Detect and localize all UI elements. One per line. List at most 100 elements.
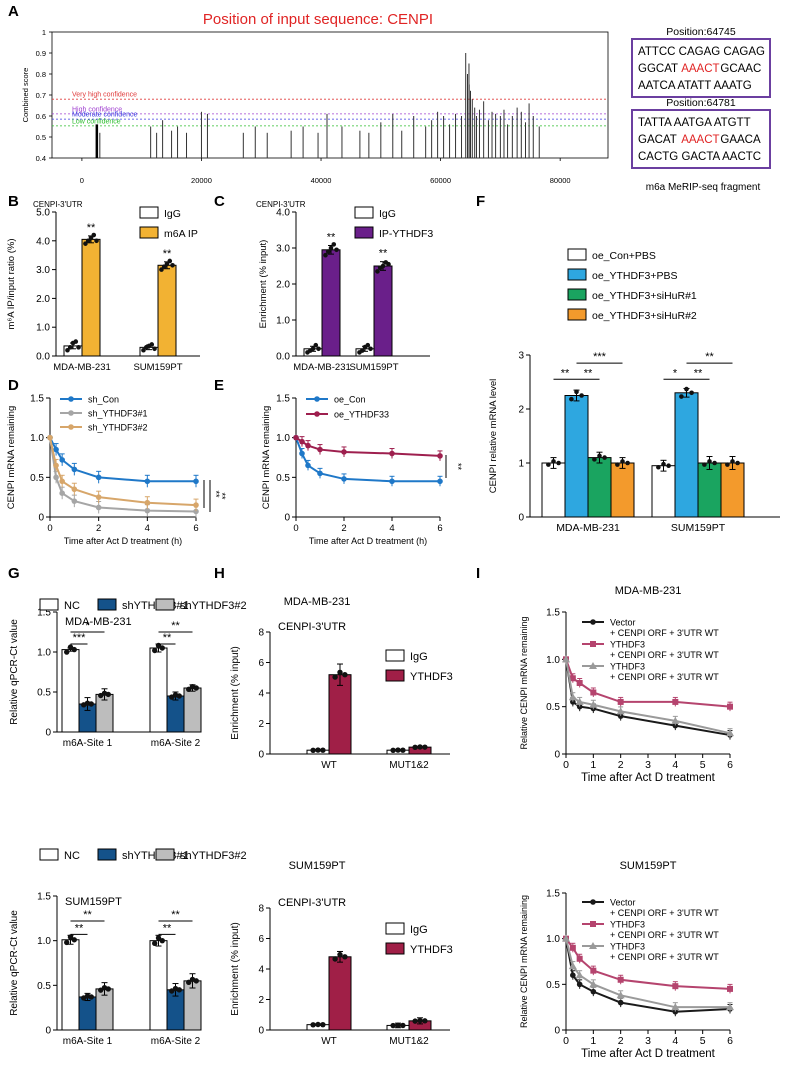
- sequence-text: GAACA: [717, 134, 761, 146]
- legend-marker: [590, 899, 596, 905]
- legend-marker: [314, 396, 320, 402]
- x-tick-label: 6: [437, 523, 442, 534]
- sequence-text: GCAAC: [717, 63, 761, 75]
- data-point: [53, 474, 59, 481]
- significance-marker: **: [163, 922, 172, 934]
- panel-label-F: F: [476, 193, 485, 210]
- data-point: [570, 972, 576, 978]
- panel-label-G: G: [8, 565, 20, 582]
- x-tick-label: 4: [672, 759, 678, 771]
- y-tick-label: 1.5: [276, 394, 290, 405]
- significance-marker: **: [171, 909, 180, 921]
- legend-label: oe_YTHDF3+siHuR#2: [592, 310, 697, 322]
- y-tick-label: 0: [284, 513, 290, 524]
- significance-marker: *: [85, 620, 90, 632]
- legend-marker: [590, 921, 596, 927]
- data-point: [735, 460, 740, 466]
- data-point: [437, 453, 443, 459]
- data-point: [590, 689, 597, 696]
- x-category-label: WT: [321, 760, 337, 771]
- panel-label-A: A: [8, 3, 19, 20]
- panel-label-D: D: [8, 377, 19, 394]
- data-point: [144, 507, 151, 514]
- y-tick-label: 0: [518, 513, 524, 524]
- bar: [149, 940, 168, 1031]
- y-tick-label: 1.5: [546, 889, 560, 900]
- data-point: [422, 744, 428, 750]
- data-point: [576, 703, 583, 710]
- data-point: [95, 504, 102, 511]
- y-tick-label: 1.0: [37, 648, 51, 659]
- data-point: [91, 232, 97, 238]
- data-point: [417, 744, 423, 750]
- y-tick-label: 5.0: [36, 208, 50, 219]
- data-point: [437, 478, 443, 485]
- legend-label: shYTHDF3#2: [180, 600, 247, 612]
- threshold-label: Very high confidence: [72, 92, 137, 99]
- data-point: [152, 346, 157, 352]
- legend-swatch: [39, 848, 59, 861]
- significance-marker: **: [83, 909, 92, 921]
- y-tick-label: 0.0: [36, 352, 50, 363]
- legend-label: NC: [64, 850, 80, 862]
- data-point: [679, 394, 684, 399]
- data-point: [726, 729, 734, 737]
- data-point: [726, 1003, 734, 1011]
- bar: [61, 939, 80, 1031]
- bar: [328, 956, 352, 1031]
- fragment-border: [631, 38, 771, 98]
- chart-title: SUM159PT: [289, 860, 346, 872]
- x-tick-label: 6: [727, 759, 733, 771]
- bar: [166, 695, 185, 733]
- data-point: [337, 669, 343, 676]
- data-point: [590, 967, 597, 974]
- data-point: [305, 442, 311, 449]
- data-point: [315, 1021, 321, 1028]
- fragment-box: Position:64745 ATTCC CAGAG CAGAG GGCAT AAA…: [631, 26, 771, 98]
- y-tick-label: 4: [258, 689, 264, 700]
- data-point: [71, 466, 78, 473]
- data-point: [47, 434, 53, 441]
- x-axis-title: Time after Act D treatment: [581, 1048, 716, 1060]
- data-point: [193, 502, 199, 508]
- series-line: [565, 659, 731, 735]
- y-tick-label: 0: [38, 513, 44, 524]
- data-point: [149, 342, 155, 347]
- bar: [157, 264, 177, 357]
- legend-label: YTHDF3: [610, 920, 645, 930]
- x-tick-label: 20000: [191, 176, 212, 185]
- legend-label: NC: [64, 600, 80, 612]
- legend-label: shYTHDF3#1: [122, 600, 189, 612]
- data-point: [684, 386, 689, 392]
- bar: [697, 462, 722, 518]
- data-point: [76, 345, 81, 350]
- data-point: [193, 978, 199, 984]
- y-axis-title: Relative CENPI mRNA remaining: [519, 895, 529, 1028]
- bar: [78, 996, 97, 1031]
- panel-label-C: C: [214, 193, 225, 210]
- legend-label: IgG: [410, 924, 428, 936]
- y-tick-label: 1.0: [276, 316, 290, 327]
- significance-marker: **: [327, 231, 336, 243]
- data-point: [672, 983, 679, 990]
- x-category-label: MDA-MB-231: [53, 362, 111, 373]
- data-point: [562, 655, 570, 663]
- bar: [321, 249, 341, 357]
- bar: [373, 265, 393, 357]
- data-point: [671, 1003, 680, 1011]
- x-tick-label: 0: [293, 523, 298, 534]
- x-tick-label: 1: [590, 1035, 596, 1047]
- y-tick-label: 1.0: [276, 433, 290, 444]
- fragment-position: Position:64781: [666, 97, 736, 109]
- data-point: [323, 252, 328, 258]
- line-chart-D: 0 0.5 1.0 1.5 0 2 4 6 CENPI mRNA remaining Time a…: [6, 394, 227, 547]
- legend-marker: [589, 662, 597, 669]
- y-tick-label: 0: [258, 750, 264, 761]
- x-tick-label: 4: [145, 523, 150, 534]
- data-point: [317, 446, 323, 453]
- panel-label-H: H: [214, 565, 225, 582]
- sequence-text: CACTG GACTA AACTC: [638, 151, 761, 163]
- data-point: [616, 991, 625, 999]
- data-point: [390, 747, 396, 754]
- data-point: [310, 346, 316, 352]
